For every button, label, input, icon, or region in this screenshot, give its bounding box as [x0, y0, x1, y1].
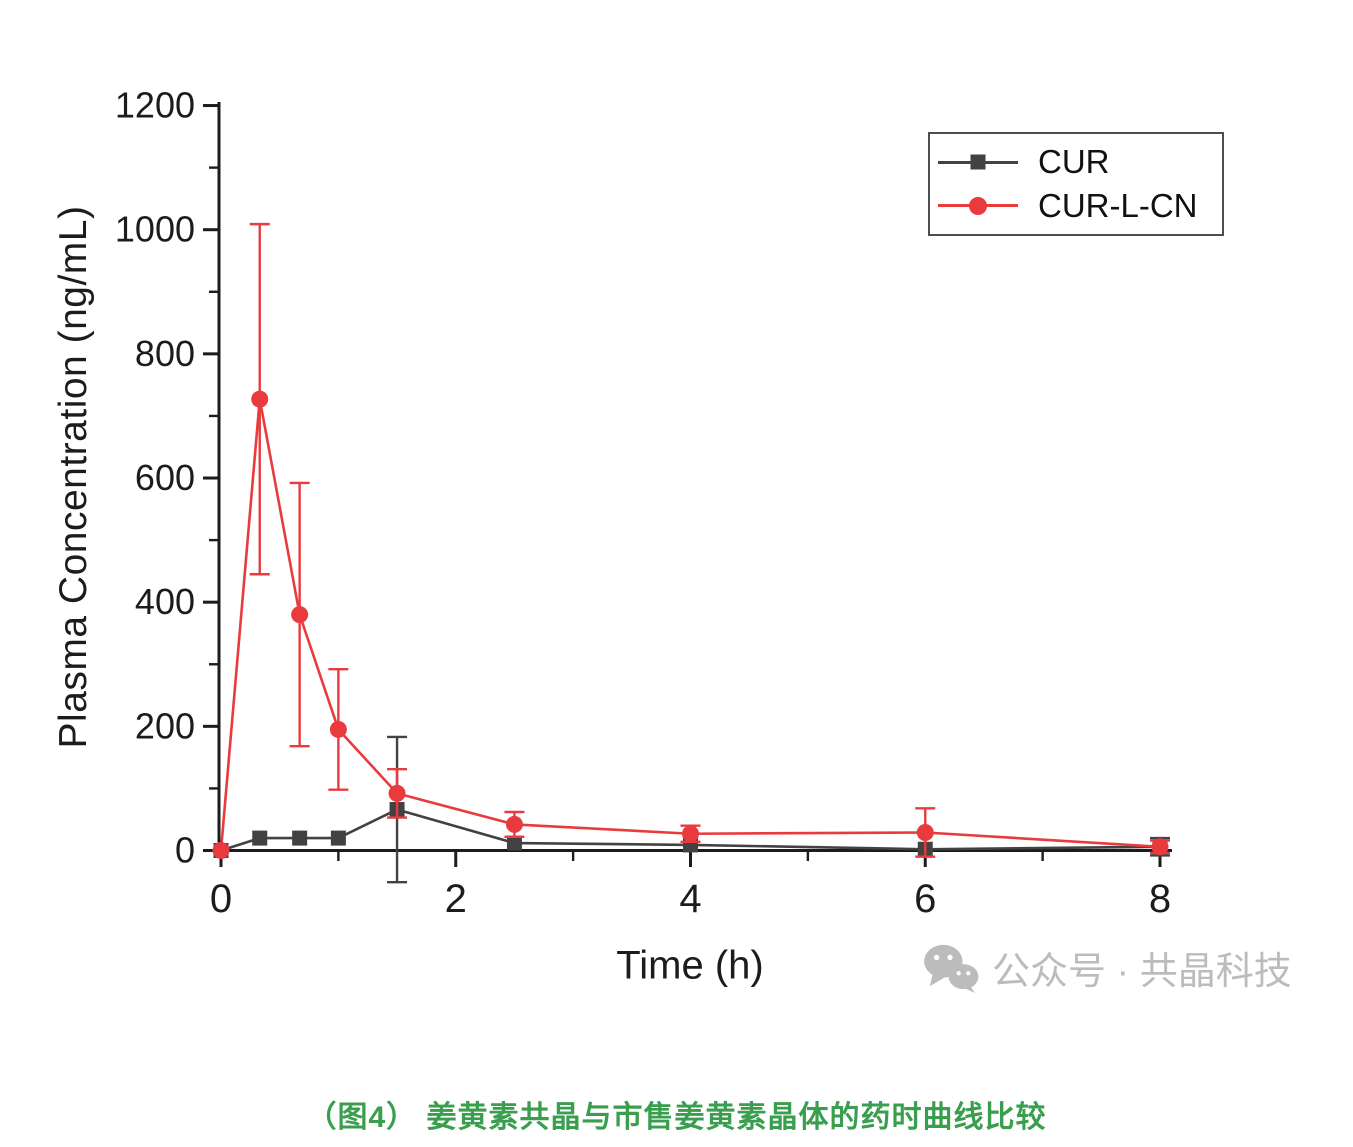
legend-label-cur: CUR [1038, 143, 1110, 181]
svg-text:6: 6 [914, 877, 936, 921]
chart-legend: CUR CUR-L-CN [928, 132, 1224, 236]
svg-text:400: 400 [135, 581, 195, 622]
svg-text:2: 2 [445, 877, 467, 921]
svg-text:1000: 1000 [115, 209, 195, 250]
x-axis-title: Time (h) [616, 943, 764, 988]
svg-text:1200: 1200 [115, 85, 195, 126]
svg-text:0: 0 [175, 830, 195, 871]
watermark-text: 公众号 · 共晶科技 [992, 951, 1292, 993]
legend-sample-cur [938, 151, 1018, 173]
svg-text:600: 600 [135, 457, 195, 498]
legend-sample-cur-l-cn [938, 195, 1018, 217]
square-marker-icon [970, 154, 986, 170]
legend-item-cur-l-cn: CUR-L-CN [938, 187, 1212, 225]
svg-text:800: 800 [135, 333, 195, 374]
svg-text:200: 200 [135, 705, 195, 746]
wechat-icon [924, 944, 979, 993]
circle-marker-icon [969, 196, 987, 215]
watermark: 公众号 · 共晶科技 [922, 940, 1292, 995]
svg-text:8: 8 [1149, 877, 1171, 921]
y-axis-title: Plasma Concentration (ng/mL) [52, 205, 95, 749]
figure-caption: （图4） 姜黄素共晶与市售姜黄素晶体的药时曲线比较 [306, 1101, 1047, 1134]
svg-text:0: 0 [210, 877, 232, 921]
svg-text:4: 4 [679, 877, 701, 921]
legend-label-cur-l-cn: CUR-L-CN [1038, 186, 1198, 224]
legend-item-cur: CUR [938, 143, 1212, 181]
pk-curve-chart: 0 200 400 600 800 1000 1200 0 2 4 6 8 [115, 85, 1172, 921]
